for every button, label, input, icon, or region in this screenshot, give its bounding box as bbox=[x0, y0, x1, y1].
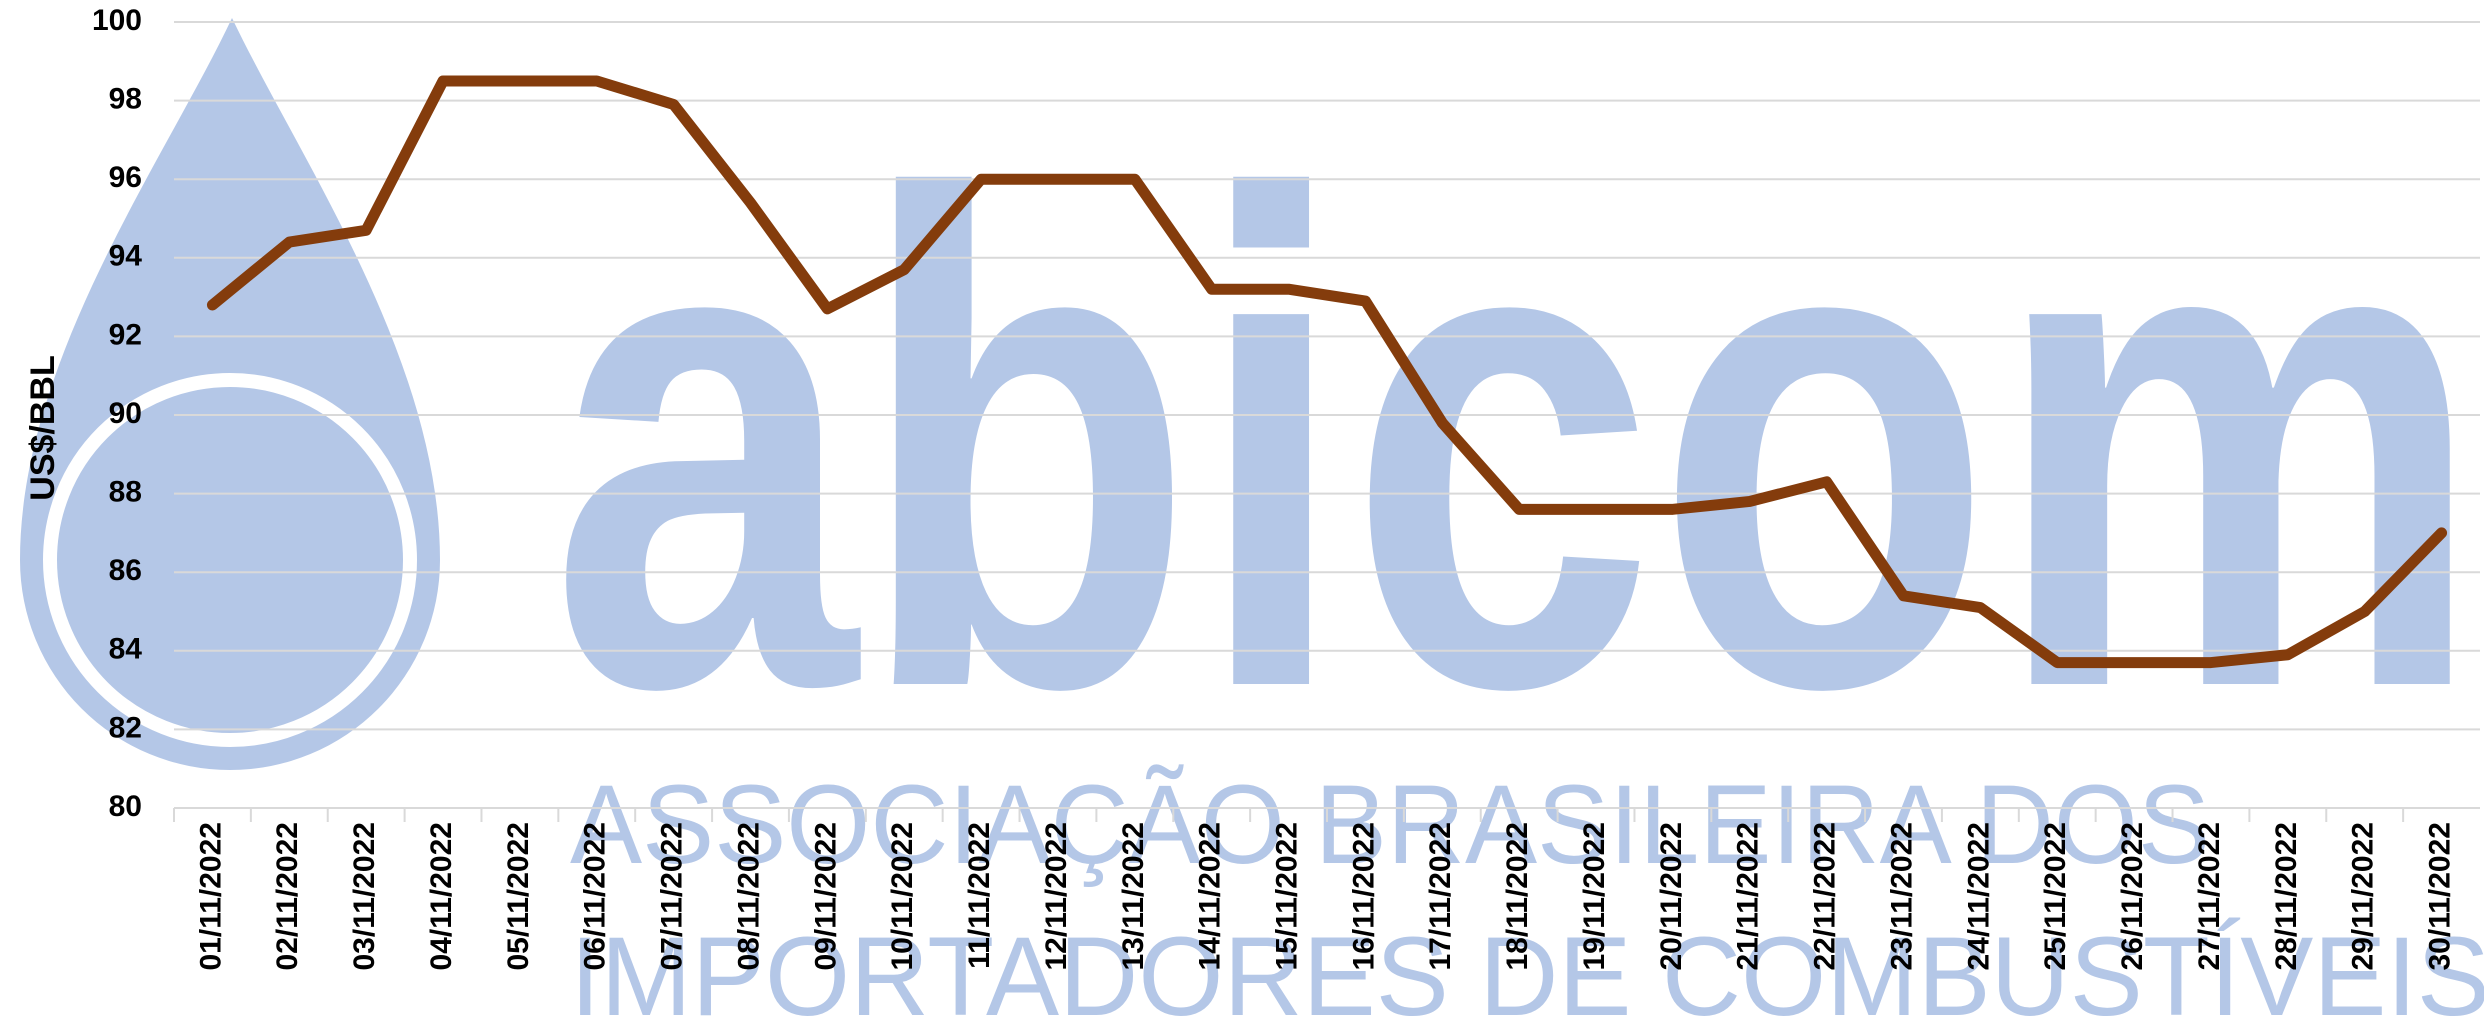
watermark-drop bbox=[20, 18, 440, 770]
watermark-line: ASSOCIAÇÃO BRASILEIRA DOS bbox=[570, 762, 2210, 887]
x-tick-label: 29/11/2022 bbox=[2347, 822, 2380, 971]
x-tick-label: 11/11/2022 bbox=[963, 822, 996, 969]
x-tick-label: 15/11/2022 bbox=[1270, 822, 1303, 971]
x-tick-label: 30/11/2022 bbox=[2423, 822, 2456, 971]
watermark-globe bbox=[43, 373, 417, 747]
x-tick-label: 14/11/2022 bbox=[1194, 822, 1227, 971]
x-tick-label: 27/11/2022 bbox=[2193, 822, 2226, 971]
y-tick-label: 96 bbox=[109, 161, 142, 194]
x-tick-label: 20/11/2022 bbox=[1655, 822, 1688, 971]
x-tick-label: 21/11/2022 bbox=[1732, 822, 1765, 971]
y-tick-label: 90 bbox=[109, 397, 142, 430]
x-tick-label: 04/11/2022 bbox=[425, 822, 458, 971]
x-tick-label: 26/11/2022 bbox=[2116, 822, 2149, 971]
y-tick-label: 84 bbox=[109, 633, 143, 666]
x-tick-label: 25/11/2022 bbox=[2039, 822, 2072, 971]
x-tick-label: 03/11/2022 bbox=[348, 822, 381, 971]
x-tick-label: 17/11/2022 bbox=[1424, 822, 1457, 971]
x-tick-label: 10/11/2022 bbox=[886, 822, 919, 971]
y-tick-label: 92 bbox=[109, 318, 142, 351]
x-tick-label: 02/11/2022 bbox=[271, 822, 304, 971]
watermark-line: IMPORTADORES DE COMBUSTÍVEIS bbox=[570, 914, 2484, 1021]
x-tick-label: 01/11/2022 bbox=[194, 822, 227, 971]
x-tick-label: 19/11/2022 bbox=[1578, 822, 1611, 971]
x-tick-label: 08/11/2022 bbox=[732, 822, 765, 971]
x-tick-label: 23/11/2022 bbox=[1885, 822, 1918, 971]
x-tick-label: 24/11/2022 bbox=[1962, 822, 1995, 971]
y-tick-label: 86 bbox=[109, 554, 142, 587]
x-tick-label: 18/11/2022 bbox=[1501, 822, 1534, 971]
x-tick-label: 05/11/2022 bbox=[502, 822, 535, 971]
x-tick-label: 07/11/2022 bbox=[656, 822, 689, 971]
data-line bbox=[206, 75, 2448, 669]
x-tick-label: 13/11/2022 bbox=[1117, 822, 1150, 971]
x-tick-label: 16/11/2022 bbox=[1347, 822, 1380, 971]
x-tick-label: 12/11/2022 bbox=[1040, 822, 1073, 971]
x-tick-label: 22/11/2022 bbox=[1809, 822, 1842, 971]
watermark: abicom ASSOCIAÇÃO BRASILEIRA DOS IMPORTA… bbox=[20, 18, 2484, 1021]
y-tick-label: 80 bbox=[109, 790, 142, 823]
watermark-brand: abicom bbox=[550, 51, 2484, 833]
y-tick-label: 94 bbox=[109, 240, 143, 273]
y-tick-label: 82 bbox=[109, 711, 142, 744]
y-tick-label: 100 bbox=[92, 4, 142, 37]
y-tick-label: 88 bbox=[109, 476, 142, 509]
x-tick-label: 09/11/2022 bbox=[809, 822, 842, 971]
y-tick-label: 98 bbox=[109, 83, 142, 116]
y-axis-title: US$/BBL bbox=[24, 355, 62, 500]
x-tick-label: 06/11/2022 bbox=[579, 822, 612, 971]
x-tick-label: 28/11/2022 bbox=[2270, 822, 2303, 971]
